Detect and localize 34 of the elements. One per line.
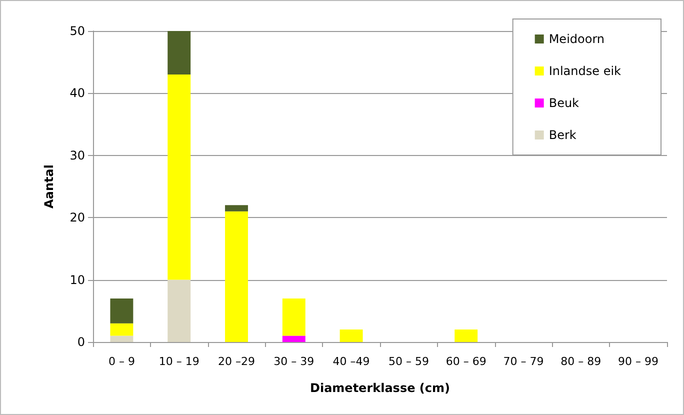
- bar: [168, 74, 191, 280]
- bar: [110, 298, 134, 324]
- bar: [110, 336, 134, 342]
- x-tick-label: 90 – 99: [618, 355, 659, 368]
- x-axis-title: Diameterklasse (cm): [310, 381, 450, 395]
- bar: [225, 205, 248, 212]
- x-tick-label: 50 – 59: [388, 355, 429, 368]
- legend-label: Berk: [548, 128, 576, 142]
- y-tick-label: 20: [70, 210, 85, 225]
- x-tick-label: 60 – 69: [446, 355, 486, 368]
- bar: [168, 280, 191, 342]
- x-tick-label: 40 –49: [332, 355, 370, 368]
- x-tick-label: 20 –29: [218, 355, 255, 368]
- y-tick-label: 30: [70, 148, 85, 162]
- legend-label: Meidoorn: [548, 32, 605, 46]
- bar: [168, 31, 191, 75]
- y-tick-label: 50: [70, 24, 85, 38]
- bar: [225, 211, 248, 342]
- legend-label: Inlandse eik: [548, 64, 622, 78]
- legend-label: Beuk: [548, 96, 580, 110]
- x-tick-label: 10 – 19: [158, 355, 200, 368]
- y-tick-label: 10: [70, 272, 85, 287]
- bar: [282, 298, 306, 336]
- x-tick-label: 80 – 89: [560, 355, 602, 368]
- y-tick-label: 40: [70, 86, 85, 100]
- bar: [282, 336, 306, 342]
- bar: [110, 323, 134, 336]
- x-tick-label: 70 – 79: [503, 355, 544, 368]
- bar: [340, 330, 363, 342]
- y-tick-label: 0: [77, 335, 85, 349]
- bar: [454, 330, 478, 342]
- x-tick-label: 0 – 9: [108, 355, 135, 368]
- y-axis-title: Aantal: [42, 164, 56, 208]
- x-tick-label: 30 – 39: [274, 355, 314, 368]
